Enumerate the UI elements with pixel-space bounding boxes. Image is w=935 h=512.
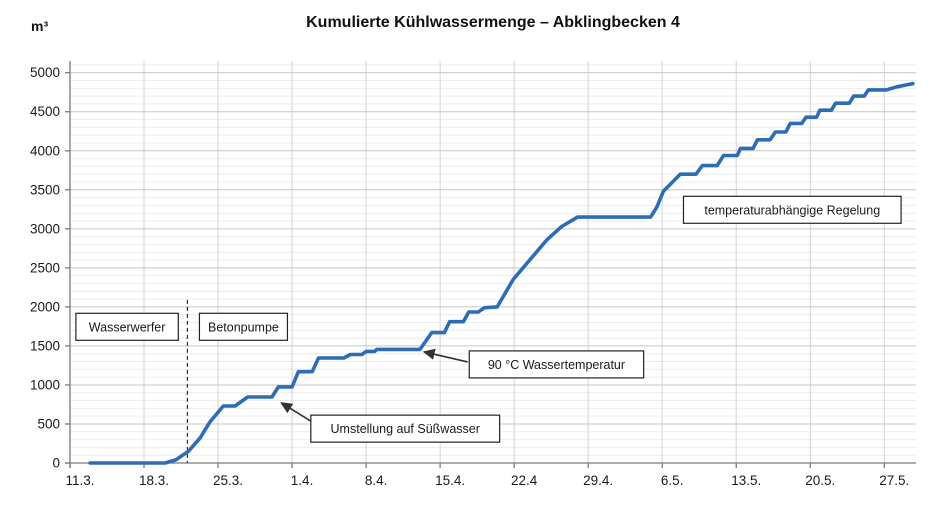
annotation-label-wasserwerfer: Wasserwerfer: [89, 320, 166, 334]
y-axis-unit-label: m³: [31, 18, 49, 34]
y-tick-label: 500: [37, 416, 60, 431]
x-tick-label: 6.5.: [661, 473, 684, 488]
y-tick-label: 3500: [30, 182, 60, 197]
x-tick-label: 18.3.: [139, 473, 169, 488]
x-tick-label: 11.3.: [65, 473, 94, 488]
x-tick-label: 27.5.: [879, 473, 909, 488]
x-tick-label: 20.5.: [805, 473, 835, 488]
x-tick-label: 8.4.: [365, 473, 388, 488]
annotation-label-betonpumpe: Betonpumpe: [208, 320, 279, 334]
y-tick-label: 5000: [30, 65, 60, 80]
y-tick-label: 1000: [30, 377, 60, 392]
annotation-label-wassertemperatur-90c: 90 °C Wassertemperatur: [488, 358, 625, 372]
annotation-label-umstellung-suesswasser: Umstellung auf Süßwasser: [331, 422, 480, 436]
annotation-arrow-wassertemperatur-90c: [422, 348, 468, 363]
y-tick-label: 2000: [30, 299, 60, 314]
y-tick-label: 3000: [30, 221, 60, 236]
x-tick-label: 13.5.: [731, 473, 761, 488]
annotation-box-wasserwerfer: [75, 312, 179, 341]
annotation-box-temperaturabhaengige-regelung: [682, 195, 902, 224]
chart-title: Kumulierte Kühlwassermenge – Abklingbeck…: [306, 14, 680, 31]
annotation-arrow-umstellung-suesswasser: [280, 402, 316, 425]
series-line: [88, 81, 915, 465]
y-tick-label: 2500: [30, 260, 60, 275]
x-tick-label: 15.4.: [435, 473, 465, 488]
y-tick-label: 4500: [30, 104, 60, 119]
y-tick-label: 0: [52, 456, 60, 471]
annotation-box-wassertemperatur-90c: [468, 350, 645, 379]
annotation-box-betonpumpe: [198, 312, 289, 341]
annotation-box-umstellung-suesswasser: [310, 414, 501, 443]
y-tick-label: 4000: [30, 143, 60, 158]
x-tick-label: 1.4.: [291, 473, 314, 488]
y-tick-label: 1500: [30, 338, 60, 353]
annotation-label-temperaturabhaengige-regelung: temperaturabhängige Regelung: [704, 203, 880, 217]
x-tick-label: 25.3.: [213, 473, 243, 488]
x-tick-label: 22.4: [511, 473, 538, 488]
x-tick-label: 29.4.: [583, 473, 613, 488]
